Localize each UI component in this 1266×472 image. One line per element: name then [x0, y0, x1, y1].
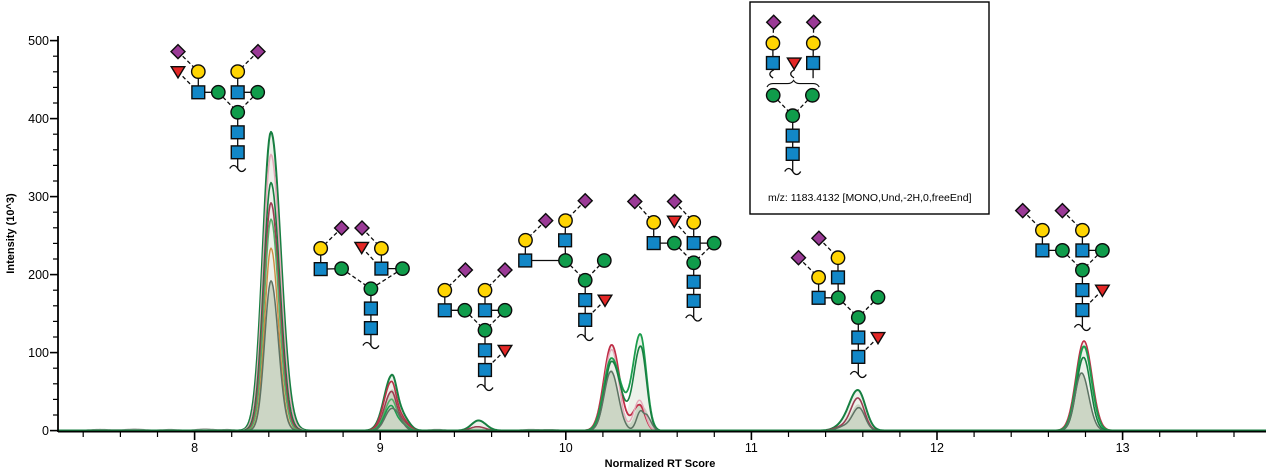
svg-text:m/z: 1183.4132 [MONO,Und,-2H,0: m/z: 1183.4132 [MONO,Und,-2H,0,freeEnd] [768, 192, 972, 204]
svg-text:500: 500 [28, 34, 49, 48]
svg-text:100: 100 [28, 346, 49, 360]
svg-text:11: 11 [745, 441, 758, 455]
svg-text:300: 300 [28, 190, 49, 204]
svg-text:8: 8 [191, 441, 198, 455]
svg-text:9: 9 [377, 441, 384, 455]
svg-text:12: 12 [930, 441, 944, 455]
svg-text:200: 200 [28, 268, 49, 282]
svg-text:Normalized RT Score: Normalized RT Score [605, 458, 716, 470]
svg-text:Intensity (10^3): Intensity (10^3) [5, 193, 17, 274]
svg-text:10: 10 [559, 441, 573, 455]
svg-text:400: 400 [28, 112, 49, 126]
svg-text:13: 13 [1116, 441, 1130, 455]
svg-text:0: 0 [42, 424, 49, 438]
